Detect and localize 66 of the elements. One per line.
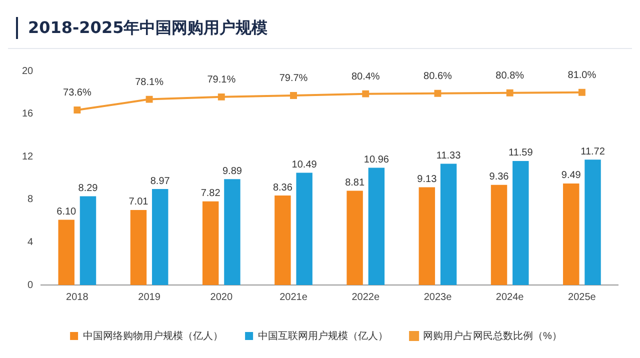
y-tick-label: 4 <box>28 236 34 248</box>
data-label: 8.97 <box>150 176 170 187</box>
bar <box>563 183 580 285</box>
x-tick-label: 2023e <box>424 292 452 303</box>
x-tick-label: 2018 <box>66 292 89 303</box>
data-label: 8.81 <box>345 177 365 188</box>
data-label: 6.10 <box>56 206 77 218</box>
data-label: 10.96 <box>364 154 390 166</box>
x-tick-label: 2024e <box>496 292 524 303</box>
bar <box>346 190 363 285</box>
legend-label: 中国网络购物用户规模（亿人） <box>83 330 224 342</box>
point <box>218 93 225 100</box>
data-label: 73.6% <box>63 88 92 99</box>
data-label: 11.72 <box>580 146 606 158</box>
y-tick-label: 20 <box>22 66 34 77</box>
data-label: 79.7% <box>279 73 308 84</box>
y-tick-label: 16 <box>22 108 34 120</box>
data-label: 80.8% <box>496 70 524 82</box>
bar <box>224 179 240 285</box>
legend-label: 网购用户占网民总数比例（%） <box>423 330 562 342</box>
bar <box>130 210 147 285</box>
bar <box>440 164 457 285</box>
bar <box>368 168 385 285</box>
data-label: 78.1% <box>135 77 164 88</box>
bar <box>58 220 74 285</box>
x-tick-label: 2022e <box>352 292 380 303</box>
point <box>74 106 81 114</box>
x-tick-label: 2020 <box>210 292 233 303</box>
y-tick-label: 8 <box>28 194 34 206</box>
data-label: 7.01 <box>128 196 149 208</box>
bar <box>490 184 508 285</box>
data-label: 9.49 <box>561 170 582 182</box>
y-tick-label: 0 <box>28 280 34 291</box>
data-label: 7.82 <box>200 188 221 200</box>
chart-title: 2018-2025年中国网购用户规模 <box>28 18 268 38</box>
bar <box>80 196 96 285</box>
point <box>434 90 442 97</box>
bar <box>584 160 601 285</box>
data-label: 9.89 <box>222 166 242 177</box>
data-label: 8.36 <box>272 182 293 194</box>
bar <box>202 201 219 285</box>
bar <box>296 172 312 285</box>
data-label: 80.4% <box>351 72 380 83</box>
bar <box>152 189 168 285</box>
point <box>506 89 514 96</box>
data-label: 9.36 <box>489 172 510 183</box>
point <box>146 96 153 103</box>
y-tick-label: 12 <box>22 151 34 162</box>
data-label: 11.33 <box>436 150 462 162</box>
data-label: 11.59 <box>508 148 534 159</box>
point <box>578 88 586 96</box>
data-label: 9.13 <box>417 174 438 186</box>
bar <box>418 187 436 285</box>
x-tick-label: 2019 <box>138 292 161 303</box>
bar <box>512 160 529 285</box>
data-label: 81.0% <box>568 70 596 82</box>
legend-label: 中国互联网用户规模（亿人） <box>258 330 388 342</box>
data-label: 80.6% <box>424 71 452 82</box>
data-label: 10.49 <box>292 160 318 171</box>
point <box>290 92 297 99</box>
x-tick-label: 2025e <box>568 292 596 303</box>
data-label: 79.1% <box>207 74 236 86</box>
x-tick-label: 2021e <box>280 292 308 303</box>
point <box>362 90 370 98</box>
data-label: 8.29 <box>78 183 98 194</box>
bar <box>274 196 291 285</box>
